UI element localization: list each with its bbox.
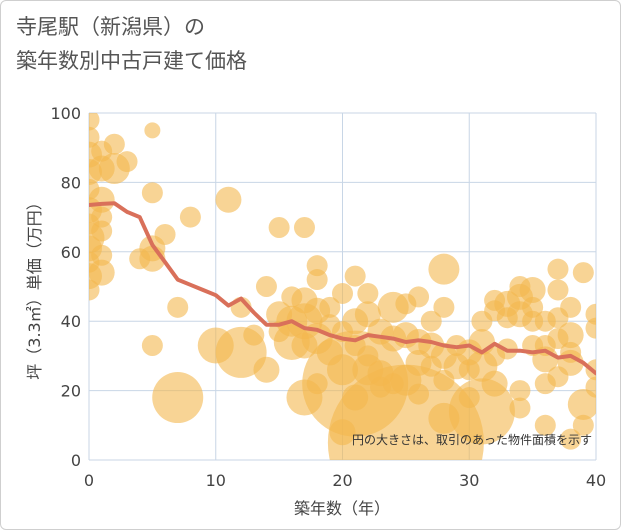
data-bubble [344,265,366,287]
data-bubble [152,372,204,424]
data-bubble [215,186,242,213]
data-bubble [89,178,100,200]
data-bubble [458,387,480,409]
data-bubble [266,301,293,328]
data-bubble [547,366,569,388]
data-bubble [560,296,582,318]
data-bubble [585,317,596,339]
data-bubble [306,269,328,291]
x-tick-label: 0 [84,471,94,490]
data-bubble [89,113,100,131]
data-bubble [268,217,290,239]
y-tick-label: 60 [61,243,81,262]
data-bubble [534,414,556,436]
x-axis-label: 築年数（年） [294,499,390,518]
data-bubble [509,397,531,419]
data-bubble [91,244,113,266]
y-tick-label: 0 [71,451,81,470]
data-bubble [255,276,277,297]
y-tick-label: 20 [61,382,81,401]
data-bubble [329,419,356,446]
data-bubble [382,373,404,395]
chart-title-line2: 築年数別中古戸建て価格 [16,49,247,73]
data-bubble [509,276,531,297]
data-bubble [281,286,303,308]
data-bubble [141,334,163,356]
y-tick-label: 100 [50,104,81,123]
chart-title: 寺尾駅（新潟県）の 築年数別中古戸建て価格 [16,10,247,78]
data-bubble [585,376,596,398]
data-bubble [116,151,138,173]
data-bubble [567,388,596,420]
average-price-line [89,201,596,376]
y-axis-label: 坪（3.3㎡）単価（万円） [25,194,44,379]
y-tick-label: 40 [61,312,81,331]
data-bubble [253,356,280,383]
data-bubble [103,133,125,155]
line-series [89,201,596,376]
data-bubble [428,402,460,434]
size-legend-note: 円の大きさは、取引のあった物件面積を示す [352,432,592,447]
data-bubble [357,282,379,304]
data-bubble [420,355,442,377]
x-tick-label: 30 [459,471,479,490]
data-bubble [316,339,343,366]
x-tick-label: 40 [586,471,606,490]
data-bubble [332,282,353,304]
data-bubble [319,296,341,318]
data-bubble [129,248,151,270]
data-bubble [560,428,582,450]
data-bubble [179,206,201,228]
ticks: 0 10 20 30 40 0 20 40 60 80 100 [50,104,606,490]
data-bubble [572,414,594,436]
data-bubble [433,369,455,391]
data-bubble [420,310,442,332]
data-bubble [547,258,569,280]
data-bubble [154,223,176,245]
data-bubble [509,380,531,402]
data-bubble [91,220,113,242]
x-tick-label: 20 [332,471,352,490]
data-bubble [89,155,115,182]
y-tick-label: 80 [61,173,81,192]
chart-title-line1: 寺尾駅（新潟県）の [16,15,205,39]
data-bubble [291,332,318,359]
data-bubble [496,307,518,329]
data-bubble [167,296,189,318]
data-bubble [481,370,508,397]
data-bubble [342,384,369,411]
data-bubble [547,279,569,301]
data-bubble [243,324,265,346]
data-bubble [408,383,430,405]
data-bubble [572,262,594,284]
data-bubble [293,217,315,239]
data-bubble [89,279,100,301]
x-tick-label: 10 [206,471,226,490]
data-bubble [433,296,455,318]
data-bubble [144,122,161,139]
data-bubble [428,253,460,285]
data-bubble [408,286,430,308]
data-bubble [197,327,234,364]
data-bubble [306,373,328,395]
data-bubble [547,328,569,350]
bubble-series [89,113,596,460]
data-bubble [141,182,163,204]
data-bubble [458,359,480,381]
data-bubble [357,345,379,367]
